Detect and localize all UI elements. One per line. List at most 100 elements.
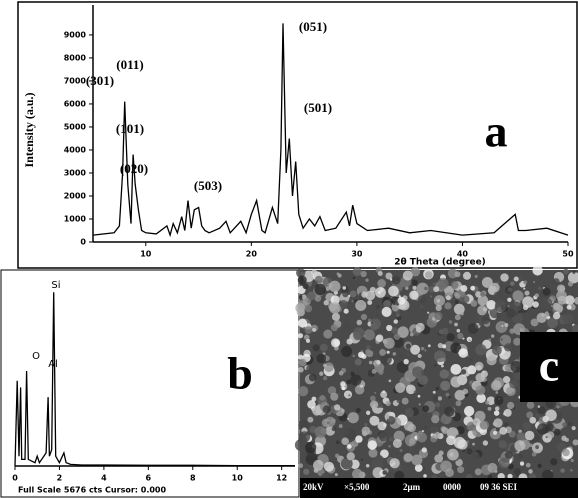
- sem-grain: [493, 430, 498, 435]
- sem-grain: [335, 440, 340, 445]
- sem-grain: [418, 295, 427, 304]
- sem-grain: [474, 468, 482, 476]
- sem-grain: [320, 343, 328, 352]
- sem-grain: [350, 459, 360, 470]
- sem-grain: [510, 281, 515, 286]
- sem-grain: [472, 442, 475, 446]
- sem-grain: [506, 386, 516, 397]
- sem-grain: [476, 393, 486, 404]
- sem-info-text: 09 36 SEI: [480, 482, 518, 492]
- sem-grain: [306, 338, 311, 343]
- sem-grain: [444, 302, 452, 310]
- sem-grain: [343, 390, 353, 399]
- x-tick-label: 8: [190, 474, 196, 483]
- sem-grain: [518, 454, 523, 459]
- sem-grain: [314, 283, 326, 296]
- y-tick-label: 6000: [64, 99, 87, 108]
- sem-grain: [297, 333, 304, 339]
- sem-grain: [523, 280, 528, 285]
- sem-grain: [378, 431, 389, 442]
- sem-grain: [550, 458, 558, 466]
- sem-grain: [500, 273, 509, 282]
- y-tick-label: 9000: [64, 30, 87, 39]
- sem-grain: [537, 406, 546, 415]
- x-tick-label: 20: [246, 250, 258, 259]
- sem-grain: [389, 436, 394, 442]
- sem-grain: [567, 281, 574, 287]
- sem-grain: [360, 270, 367, 278]
- sem-grain: [375, 455, 384, 464]
- sem-grain: [537, 423, 549, 435]
- sem-grain: [424, 271, 433, 279]
- sem-grain: [522, 296, 534, 308]
- sem-grain: [381, 306, 392, 317]
- sem-grain: [513, 337, 522, 346]
- sem-grain: [421, 430, 425, 433]
- sem-grain: [404, 407, 415, 418]
- sem-grain: [391, 275, 401, 285]
- sem-grain: [572, 270, 576, 274]
- sem-grain: [415, 322, 425, 332]
- sem-grain: [498, 440, 507, 449]
- spectrum-line: [14, 292, 295, 467]
- sem-grain: [475, 291, 482, 298]
- sem-grain: [314, 426, 327, 438]
- sem-grain: [513, 467, 522, 476]
- sem-grain: [529, 416, 537, 424]
- sem-grain: [456, 328, 461, 333]
- sem-grain: [383, 337, 395, 349]
- sem-grain: [366, 345, 371, 350]
- sem-grain: [403, 358, 409, 365]
- x-tick-label: 0: [12, 474, 18, 483]
- sem-grain: [475, 344, 487, 356]
- sem-grain: [524, 430, 535, 441]
- sem-grain: [574, 296, 578, 305]
- sem-grain: [432, 395, 439, 402]
- sem-grain: [380, 353, 392, 365]
- x-tick-label: 50: [562, 250, 574, 259]
- sem-grain: [369, 400, 379, 409]
- sem-grain: [532, 301, 539, 308]
- sem-grain: [571, 426, 576, 431]
- sem-grain: [428, 285, 436, 293]
- sem-grain: [435, 402, 441, 408]
- peak-label: (501): [304, 100, 332, 115]
- sem-grain: [493, 427, 497, 431]
- sem-grain: [377, 279, 386, 288]
- sem-grain: [392, 438, 402, 448]
- panel-label: a: [485, 106, 508, 157]
- sem-grain: [547, 317, 559, 329]
- sem-grain: [414, 464, 423, 472]
- sem-grain: [440, 474, 443, 477]
- sem-grain: [348, 294, 351, 297]
- sem-grain: [352, 276, 356, 280]
- sem-grain: [557, 295, 567, 305]
- footer: Full Scale 5676 cts Cursor: 0.000: [18, 486, 166, 495]
- sem-grain: [515, 312, 519, 316]
- sem-grain: [498, 457, 510, 469]
- sem-grain: [455, 400, 462, 407]
- sem-grain: [370, 322, 379, 331]
- sem-grain: [481, 316, 490, 325]
- sem-grain: [562, 422, 568, 428]
- sem-grain: [421, 447, 427, 453]
- sem-grain: [376, 360, 381, 365]
- sem-grain: [528, 469, 533, 474]
- sem-grain: [445, 392, 450, 397]
- sem-image: c 20kV ×5,500 2μm 0000 09 36 SEI: [294, 265, 578, 498]
- y-tick-label: 0: [80, 238, 86, 247]
- sem-grain: [417, 394, 421, 398]
- peak-label: (101): [116, 121, 144, 136]
- sem-grain: [500, 338, 503, 341]
- sem-grain: [544, 311, 550, 317]
- sem-grain: [352, 267, 362, 276]
- sem-grain: [429, 426, 438, 434]
- sem-info-bar: [300, 478, 578, 498]
- sem-grain: [368, 448, 378, 458]
- element-label: Si: [51, 280, 60, 291]
- sem-grain: [441, 357, 446, 363]
- sem-grain: [540, 297, 553, 310]
- sem-grain: [342, 291, 349, 298]
- sem-grain: [377, 271, 383, 277]
- sem-grain: [401, 397, 409, 405]
